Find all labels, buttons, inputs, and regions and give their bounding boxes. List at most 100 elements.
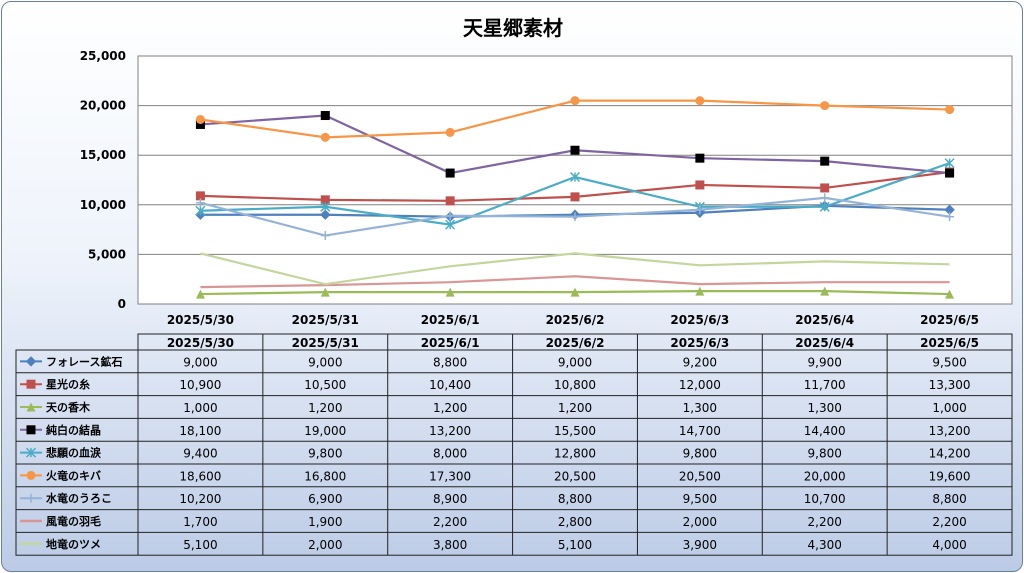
table-cell: 9,500 xyxy=(932,355,966,369)
table-header-cell: 2025/5/31 xyxy=(292,336,359,350)
data-point xyxy=(945,289,955,299)
legend-series-name: 火竜のキバ xyxy=(46,468,101,482)
table-cell: 4,000 xyxy=(932,538,966,552)
y-tick-label: 20,000 xyxy=(80,99,126,113)
y-tick-label: 0 xyxy=(118,297,126,311)
y-tick-label: 5,000 xyxy=(88,247,126,261)
legend-series-name: 風竜の羽毛 xyxy=(46,514,101,528)
data-point xyxy=(195,191,205,201)
table-cell: 16,800 xyxy=(304,469,346,483)
x-tick-label: 2025/6/1 xyxy=(421,313,480,327)
table-cell: 13,200 xyxy=(929,424,971,438)
data-point xyxy=(945,105,955,115)
table-cell: 10,400 xyxy=(429,378,471,392)
table-cell: 20,000 xyxy=(804,469,846,483)
legend-series-name: 水竜のうろこ xyxy=(46,491,112,505)
table-cell: 8,800 xyxy=(558,492,592,506)
table-cell: 5,100 xyxy=(558,538,592,552)
chart-title: 天星郷素材 xyxy=(463,16,563,40)
data-point xyxy=(320,111,330,121)
table-cell: 8,000 xyxy=(433,447,467,461)
data-point xyxy=(195,114,205,124)
legend-series-name: フォレース鉱石 xyxy=(46,354,122,368)
table-cell: 20,500 xyxy=(554,469,596,483)
table-cell: 9,200 xyxy=(683,355,717,369)
data-point xyxy=(320,287,330,297)
data-point xyxy=(570,145,580,155)
table-cell: 14,700 xyxy=(679,424,721,438)
table-cell: 1,200 xyxy=(433,401,467,415)
table-cell: 10,200 xyxy=(179,492,221,506)
table-cell: 3,900 xyxy=(683,538,717,552)
data-point xyxy=(695,180,705,190)
data-point xyxy=(570,96,580,106)
data-point xyxy=(445,168,455,178)
table-cell: 12,000 xyxy=(679,378,721,392)
x-tick-label: 2025/5/30 xyxy=(167,313,234,327)
table-cell: 9,500 xyxy=(683,492,717,506)
x-tick-label: 2025/6/3 xyxy=(670,313,729,327)
table-cell: 15,500 xyxy=(554,424,596,438)
table-cell: 19,600 xyxy=(929,469,971,483)
table-header-cell: 2025/6/1 xyxy=(421,336,480,350)
data-point xyxy=(195,289,205,299)
legend-key-marker xyxy=(26,470,36,480)
table-cell: 1,000 xyxy=(183,401,217,415)
table-header-cell: 2025/6/5 xyxy=(920,336,979,350)
table-cell: 13,200 xyxy=(429,424,471,438)
y-tick-label: 25,000 xyxy=(80,49,126,63)
table-cell: 1,900 xyxy=(308,515,342,529)
table-cell: 1,300 xyxy=(683,401,717,415)
table-cell: 1,200 xyxy=(308,401,342,415)
data-point xyxy=(570,287,580,297)
x-tick-label: 2025/6/2 xyxy=(546,313,605,327)
table-cell: 10,500 xyxy=(304,378,346,392)
table-cell: 2,200 xyxy=(932,515,966,529)
data-point xyxy=(945,168,955,178)
data-point xyxy=(695,286,705,296)
table-cell: 5,100 xyxy=(183,538,217,552)
table-cell: 2,000 xyxy=(308,538,342,552)
table-cell: 14,400 xyxy=(804,424,846,438)
table-cell: 1,200 xyxy=(558,401,592,415)
data-point xyxy=(320,209,331,220)
data-point xyxy=(445,127,455,137)
table-cell: 2,200 xyxy=(433,515,467,529)
table-cell: 8,800 xyxy=(433,355,467,369)
table-cell: 10,800 xyxy=(554,378,596,392)
table-cell: 10,700 xyxy=(804,492,846,506)
data-point xyxy=(320,195,330,205)
x-tick-label: 2025/5/31 xyxy=(292,313,359,327)
table-cell: 18,600 xyxy=(179,469,221,483)
data-point xyxy=(820,101,830,111)
y-tick-label: 10,000 xyxy=(80,198,126,212)
table-cell: 14,200 xyxy=(929,447,971,461)
table-body xyxy=(15,349,1013,556)
table-cell: 8,800 xyxy=(932,492,966,506)
legend-key-marker xyxy=(26,425,36,435)
table-cell: 1,000 xyxy=(932,401,966,415)
table-cell: 9,900 xyxy=(808,355,842,369)
table-cell: 19,000 xyxy=(304,424,346,438)
table-cell: 9,800 xyxy=(683,447,717,461)
legend-key-marker xyxy=(26,402,36,412)
table-cell: 9,800 xyxy=(308,447,342,461)
table-cell: 1,300 xyxy=(808,401,842,415)
table-cell: 9,000 xyxy=(308,355,342,369)
table-cell: 1,700 xyxy=(183,515,217,529)
table-cell: 9,400 xyxy=(183,447,217,461)
data-point xyxy=(695,153,705,163)
legend-series-name: 純白の結晶 xyxy=(46,423,101,437)
data-point xyxy=(695,96,705,106)
table-cell: 6,900 xyxy=(308,492,342,506)
table-header-cell: 2025/6/4 xyxy=(795,336,854,350)
x-tick-label: 2025/6/4 xyxy=(795,313,854,327)
table-cell: 13,300 xyxy=(929,378,971,392)
table-cell: 20,500 xyxy=(679,469,721,483)
x-tick-label: 2025/6/5 xyxy=(920,313,979,327)
table-cell: 2,000 xyxy=(683,515,717,529)
table-cell: 9,000 xyxy=(558,355,592,369)
table-cell: 18,100 xyxy=(179,424,221,438)
